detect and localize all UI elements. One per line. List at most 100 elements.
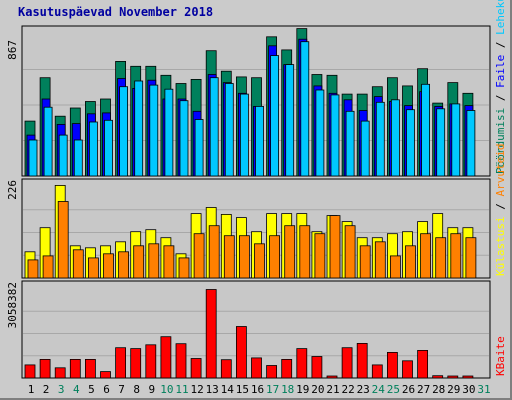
bar-mid-Arvuteid-23 xyxy=(359,245,371,279)
bar-mid-Arvuteid-1 xyxy=(27,259,39,279)
bar-top-Lehekülgi-29 xyxy=(451,103,461,177)
bar-mid-Arvuteid-5 xyxy=(88,257,99,279)
x-tick-2: 2 xyxy=(43,383,50,396)
bot-max-label: 3058382 xyxy=(6,282,19,328)
bar-mid-Arvuteid-2 xyxy=(42,255,54,279)
bar-mid-Arvuteid-12 xyxy=(193,233,205,279)
bar-bot-KBaite-22 xyxy=(341,347,353,379)
chart-title: Kasutuspäevad November 2018 xyxy=(18,5,214,19)
bar-bot-KBaite-28 xyxy=(432,375,444,379)
bar-bot-KBaite-20 xyxy=(311,356,323,379)
legend-top-part-2: Faile xyxy=(494,55,507,88)
bar-top-Lehekülgi-11 xyxy=(179,100,189,177)
bar-bot-KBaite-9 xyxy=(145,344,157,379)
bar-top-Lehekülgi-5 xyxy=(89,121,98,177)
bar-bot-KBaite-6 xyxy=(100,371,111,379)
bar-mid-Arvuteid-10 xyxy=(163,245,175,279)
bar-top-Lehekülgi-28 xyxy=(436,108,446,177)
bar-top-Lehekülgi-18 xyxy=(285,64,295,177)
legend-top-part-1: / xyxy=(494,88,507,108)
bar-top-Lehekülgi-25 xyxy=(390,99,400,177)
bar-mid-Arvuteid-30 xyxy=(465,237,477,279)
bar-mid-Arvuteid-29 xyxy=(450,233,462,279)
x-tick-11: 11 xyxy=(175,383,188,396)
bar-mid-Arvuteid-9 xyxy=(148,243,160,279)
bar-mid-Arvuteid-17 xyxy=(269,235,281,279)
bar-bot-KBaite-13 xyxy=(205,289,217,379)
bar-bot-KBaite-2 xyxy=(39,358,51,379)
x-tick-4: 4 xyxy=(73,383,80,396)
bar-top-Lehekülgi-16 xyxy=(255,106,264,177)
x-tick-25: 25 xyxy=(387,383,400,396)
x-tick-26: 26 xyxy=(402,383,415,396)
legend-top-part-0: Pöördumisi xyxy=(494,108,507,174)
bar-bot-KBaite-23 xyxy=(356,342,368,379)
legend-mid: Külastusi / Arvuteid xyxy=(494,144,507,276)
x-tick-17: 17 xyxy=(266,383,279,396)
bar-mid-Arvuteid-26 xyxy=(405,245,416,279)
bar-bot-KBaite-24 xyxy=(371,364,383,379)
x-tick-28: 28 xyxy=(432,383,445,396)
bar-mid-Arvuteid-25 xyxy=(389,255,401,279)
x-tick-20: 20 xyxy=(311,383,324,396)
legend-top-part-4: Lehekülgi xyxy=(494,0,507,35)
x-tick-19: 19 xyxy=(296,383,309,396)
x-tick-15: 15 xyxy=(236,383,249,396)
x-tick-13: 13 xyxy=(206,383,219,396)
bar-top-Lehekülgi-12 xyxy=(194,119,204,177)
bars-layer xyxy=(24,28,477,379)
x-tick-12: 12 xyxy=(190,383,203,396)
bar-top-Lehekülgi-2 xyxy=(43,106,53,177)
bar-mid-Arvuteid-27 xyxy=(420,233,432,279)
bar-mid-Arvuteid-20 xyxy=(314,233,326,279)
bar-bot-KBaite-25 xyxy=(386,351,398,379)
bar-top-Lehekülgi-20 xyxy=(315,89,325,177)
bar-bot-KBaite-5 xyxy=(85,358,96,379)
legend-bot-part-0: KBaite xyxy=(494,336,507,376)
bar-top-Lehekülgi-24 xyxy=(375,101,385,177)
bar-mid-Arvuteid-22 xyxy=(344,225,356,279)
x-tick-30: 30 xyxy=(462,383,475,396)
x-tick-29: 29 xyxy=(447,383,460,396)
x-tick-22: 22 xyxy=(341,383,354,396)
legend-mid-part-2: Arvuteid xyxy=(494,144,507,197)
bar-mid-Arvuteid-6 xyxy=(103,253,114,279)
bar-top-Lehekülgi-9 xyxy=(149,84,159,177)
bar-top-Lehekülgi-15 xyxy=(239,93,249,177)
bar-top-Lehekülgi-26 xyxy=(406,109,415,177)
bar-mid-Arvuteid-15 xyxy=(238,235,250,279)
x-tick-5: 5 xyxy=(88,383,95,396)
bar-mid-Arvuteid-18 xyxy=(284,225,296,279)
bar-bot-KBaite-18 xyxy=(281,358,293,379)
bar-mid-Arvuteid-19 xyxy=(299,225,311,279)
x-tick-9: 9 xyxy=(148,383,155,396)
bar-top-Lehekülgi-22 xyxy=(345,110,355,177)
bar-mid-Arvuteid-13 xyxy=(208,225,220,279)
bar-top-Lehekülgi-6 xyxy=(104,119,113,177)
bar-top-Lehekülgi-14 xyxy=(224,83,234,177)
bar-mid-Arvuteid-21 xyxy=(329,215,341,279)
bar-bot-KBaite-1 xyxy=(24,364,36,379)
bar-bot-KBaite-11 xyxy=(175,343,187,379)
bar-bot-KBaite-14 xyxy=(220,359,232,379)
legend-bot: KBaite xyxy=(494,336,507,376)
bar-top-Lehekülgi-21 xyxy=(330,94,340,177)
bar-bot-KBaite-8 xyxy=(130,348,142,379)
bar-bot-KBaite-19 xyxy=(296,348,308,379)
bar-bot-KBaite-7 xyxy=(115,347,126,379)
x-tick-18: 18 xyxy=(281,383,294,396)
bar-top-Lehekülgi-7 xyxy=(119,86,128,177)
bar-bot-KBaite-26 xyxy=(402,360,413,379)
x-tick-21: 21 xyxy=(326,383,339,396)
x-tick-14: 14 xyxy=(221,383,235,396)
bar-mid-Arvuteid-4 xyxy=(72,249,84,279)
bar-bot-KBaite-4 xyxy=(69,358,81,379)
bar-bot-KBaite-15 xyxy=(235,326,247,379)
bar-mid-Arvuteid-28 xyxy=(435,237,447,279)
bar-bot-KBaite-12 xyxy=(190,358,202,379)
x-tick-24: 24 xyxy=(372,383,386,396)
bar-top-Lehekülgi-19 xyxy=(300,41,310,177)
top-max-label: 867 xyxy=(6,40,19,60)
x-tick-3: 3 xyxy=(58,383,65,396)
